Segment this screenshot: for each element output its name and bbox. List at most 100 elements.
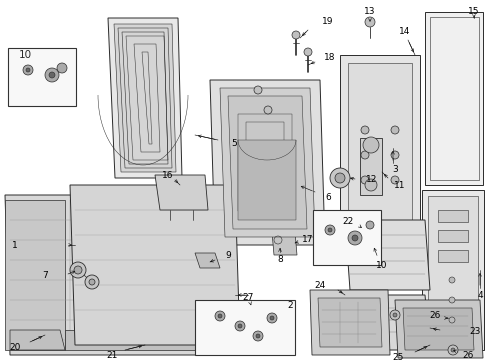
Polygon shape — [209, 80, 325, 245]
Text: 3: 3 — [391, 166, 397, 175]
Circle shape — [218, 314, 222, 318]
Polygon shape — [238, 182, 271, 213]
Text: 14: 14 — [399, 27, 410, 36]
Text: 25: 25 — [391, 354, 403, 360]
Circle shape — [70, 262, 86, 278]
Circle shape — [389, 310, 399, 320]
Polygon shape — [309, 290, 389, 355]
Circle shape — [26, 68, 30, 72]
Polygon shape — [114, 24, 176, 172]
Polygon shape — [402, 308, 473, 350]
Circle shape — [253, 86, 262, 94]
Text: 8: 8 — [277, 256, 282, 265]
Circle shape — [364, 17, 374, 27]
Text: 23: 23 — [468, 328, 480, 337]
Circle shape — [347, 231, 361, 245]
Circle shape — [269, 316, 273, 320]
Circle shape — [45, 68, 59, 82]
Polygon shape — [155, 175, 207, 210]
Polygon shape — [345, 220, 429, 290]
Circle shape — [447, 345, 457, 355]
Text: 18: 18 — [324, 54, 335, 63]
Polygon shape — [345, 295, 429, 350]
Text: 24: 24 — [314, 280, 325, 289]
Circle shape — [266, 313, 276, 323]
Text: 10: 10 — [375, 261, 387, 270]
Text: 11: 11 — [393, 180, 405, 189]
Text: 6: 6 — [325, 194, 330, 202]
Bar — [437, 210, 467, 222]
Bar — [437, 230, 467, 242]
Circle shape — [23, 65, 33, 75]
Text: 22: 22 — [342, 217, 353, 226]
Circle shape — [390, 126, 398, 134]
Polygon shape — [5, 200, 65, 350]
Text: 9: 9 — [224, 251, 230, 260]
Circle shape — [304, 48, 311, 56]
Circle shape — [360, 151, 368, 159]
Circle shape — [256, 334, 260, 338]
Text: 15: 15 — [468, 8, 479, 17]
Circle shape — [329, 168, 349, 188]
Circle shape — [365, 221, 373, 229]
Text: 17: 17 — [302, 235, 313, 244]
Text: 13: 13 — [364, 8, 375, 17]
Circle shape — [89, 279, 95, 285]
Text: 19: 19 — [322, 18, 333, 27]
Circle shape — [49, 72, 55, 78]
Circle shape — [390, 151, 398, 159]
Polygon shape — [394, 300, 482, 358]
Circle shape — [392, 313, 396, 317]
Circle shape — [215, 311, 224, 321]
Text: 2: 2 — [286, 301, 292, 310]
Circle shape — [85, 275, 99, 289]
Circle shape — [360, 126, 368, 134]
Text: 26: 26 — [428, 310, 440, 320]
Text: 4: 4 — [476, 291, 482, 300]
Bar — [312, 210, 380, 265]
Text: 27: 27 — [242, 293, 253, 302]
Bar — [8, 48, 76, 106]
Polygon shape — [220, 88, 314, 237]
Text: 20: 20 — [9, 343, 20, 352]
Circle shape — [235, 321, 244, 331]
Polygon shape — [108, 18, 182, 178]
Bar — [195, 300, 294, 355]
Polygon shape — [70, 185, 240, 345]
Polygon shape — [339, 55, 419, 235]
Polygon shape — [421, 190, 483, 350]
Polygon shape — [359, 138, 381, 195]
Polygon shape — [5, 195, 235, 355]
Circle shape — [57, 63, 67, 73]
Circle shape — [327, 228, 331, 232]
Circle shape — [390, 176, 398, 184]
Polygon shape — [427, 196, 477, 344]
Circle shape — [360, 176, 368, 184]
Text: 7: 7 — [42, 270, 48, 279]
Circle shape — [74, 266, 82, 274]
Circle shape — [334, 173, 345, 183]
Circle shape — [264, 106, 271, 114]
Polygon shape — [227, 96, 306, 229]
Polygon shape — [317, 298, 381, 347]
Text: 21: 21 — [106, 351, 118, 360]
Polygon shape — [10, 330, 65, 350]
Polygon shape — [195, 253, 220, 268]
Polygon shape — [271, 232, 296, 255]
Text: 1: 1 — [12, 240, 18, 249]
Polygon shape — [122, 32, 168, 164]
Circle shape — [351, 235, 357, 241]
Polygon shape — [238, 140, 295, 220]
Bar — [437, 250, 467, 262]
Circle shape — [252, 331, 263, 341]
Circle shape — [448, 297, 454, 303]
Circle shape — [364, 179, 376, 191]
Polygon shape — [65, 330, 229, 350]
Circle shape — [362, 137, 378, 153]
Circle shape — [238, 324, 242, 328]
Text: 5: 5 — [231, 139, 236, 148]
Text: 12: 12 — [366, 175, 377, 184]
Text: 26: 26 — [461, 351, 473, 360]
Polygon shape — [118, 28, 172, 168]
Circle shape — [325, 225, 334, 235]
